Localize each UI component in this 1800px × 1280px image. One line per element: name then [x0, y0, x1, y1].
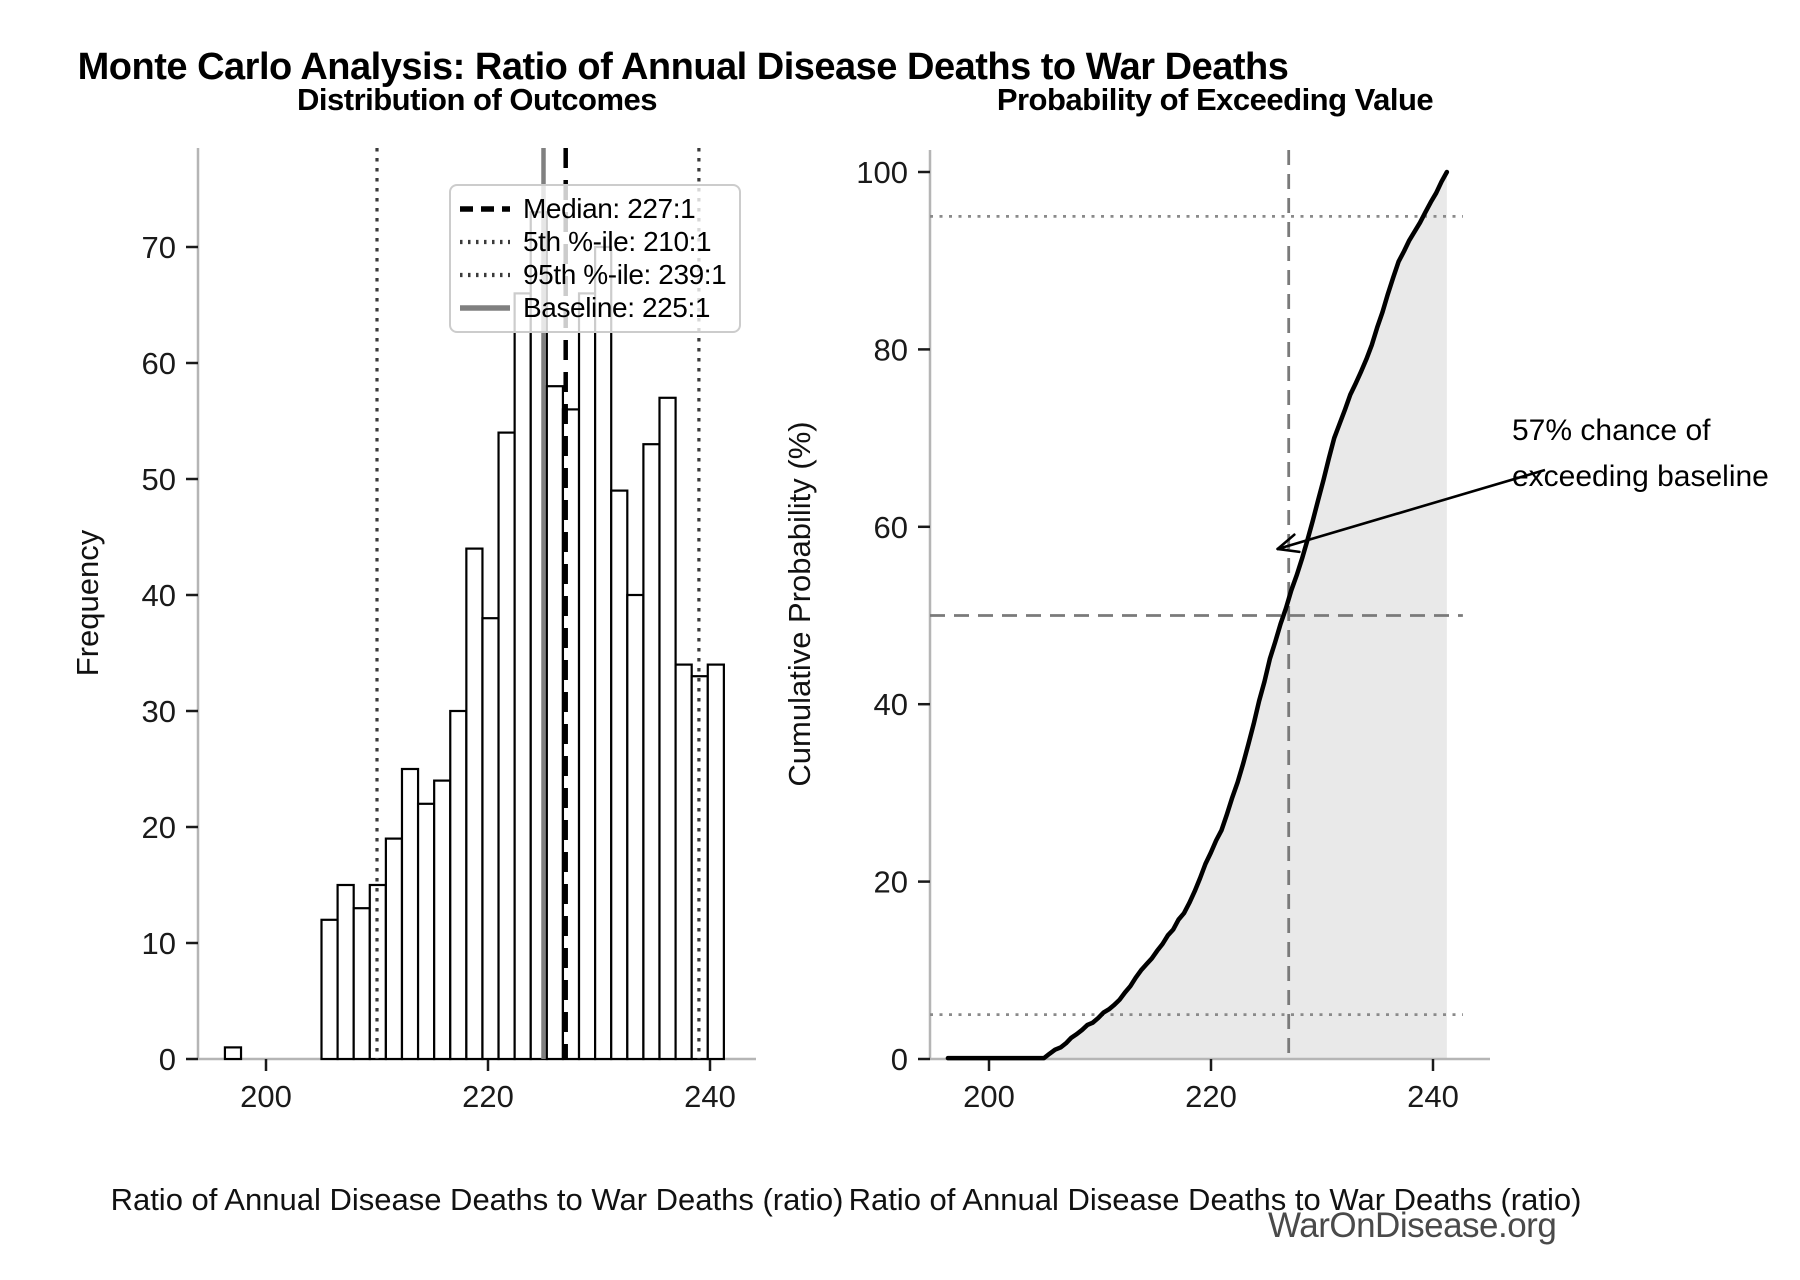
- right-x-axis-label: Ratio of Annual Disease Deaths to War De…: [848, 1182, 1582, 1217]
- histogram-bar: [481, 617, 500, 1061]
- histogram-bar: [320, 918, 339, 1061]
- histogram-x-tick-label: 220: [462, 1079, 514, 1114]
- legend-item-median: Median: 227:1: [459, 192, 731, 225]
- solid-line-sample-icon: [460, 305, 510, 312]
- histogram-y-tick-label: 10: [142, 926, 176, 961]
- histogram-bar: [545, 385, 565, 1061]
- histogram-bar: [658, 396, 677, 1061]
- annotation-arrowhead-icon: [1276, 547, 1301, 554]
- annotation-line-2: exceeding baseline: [1512, 460, 1769, 493]
- histogram-bar: [594, 245, 613, 1061]
- cdf-shaded-area: [947, 172, 1447, 1059]
- watermark: WarOnDisease.org: [1268, 1206, 1557, 1245]
- annotation-arrow: [1277, 468, 1546, 551]
- histogram-bar: [626, 593, 645, 1061]
- legend-label: 5th %-ile: 210:1: [523, 225, 712, 257]
- histogram-bar: [674, 663, 693, 1061]
- histogram-bar: [352, 907, 371, 1061]
- histogram-bar: [706, 663, 725, 1061]
- figure-title: Monte Carlo Analysis: Ratio of Annual Di…: [77, 46, 1289, 88]
- histogram-bar: [642, 443, 661, 1061]
- histogram-bar: [433, 779, 452, 1061]
- annotation-line-1: 57% chance of: [1512, 414, 1711, 447]
- dotted-line-sample-icon: [460, 239, 510, 244]
- histogram-bar: [513, 292, 532, 1061]
- legend-item-5th-percentile: 5th %-ile: 210:1: [459, 225, 731, 258]
- cdf-y-tick-label: 100: [856, 155, 908, 190]
- legend-label: Median: 227:1: [523, 192, 696, 224]
- cdf-y-tick-label: 0: [891, 1042, 908, 1077]
- histogram-x-tick-label: 200: [240, 1079, 292, 1114]
- legend-item-95th-percentile: 95th %-ile: 239:1: [459, 259, 731, 292]
- histogram-bar: [223, 1046, 243, 1061]
- annotation-57-percent: 57% chance of exceeding baseline: [1512, 408, 1769, 500]
- annotation-arrowhead-icon: [1276, 533, 1296, 551]
- median-line-sample-icon: [460, 205, 510, 212]
- dotted-line-sample-icon: [460, 273, 510, 278]
- cdf-y-tick-label: 20: [874, 865, 908, 900]
- histogram-bar: [465, 547, 484, 1061]
- left-x-axis-label: Ratio of Annual Disease Deaths to War De…: [110, 1182, 844, 1217]
- histogram-bar: [384, 837, 404, 1061]
- cdf-y-tick-label: 80: [874, 332, 908, 367]
- histogram-bar: [336, 883, 355, 1061]
- histogram-y-tick-label: 20: [142, 810, 176, 845]
- histogram-bar: [497, 431, 516, 1061]
- right-y-axis-label: Cumulative Probability (%): [782, 421, 817, 787]
- histogram-bar: [449, 709, 468, 1061]
- histogram-y-tick-label: 70: [142, 230, 176, 265]
- legend-label: 95th %-ile: 239:1: [523, 259, 727, 291]
- cdf-curve: [945, 169, 1450, 1061]
- right-plot-title: Probability of Exceeding Value: [996, 82, 1434, 117]
- histogram-x-tick-label: 240: [684, 1079, 736, 1114]
- histogram-y-tick-label: 0: [159, 1042, 176, 1077]
- cdf-y-tick-label: 60: [874, 510, 908, 545]
- histogram-y-tick-label: 60: [142, 346, 176, 381]
- left-y-axis-label: Frequency: [70, 529, 105, 677]
- histogram-bar: [690, 675, 709, 1061]
- histogram-bar: [610, 489, 629, 1061]
- histogram-bar: [416, 802, 436, 1061]
- cdf-x-tick-label: 240: [1407, 1079, 1459, 1114]
- histogram-y-tick-label: 50: [142, 462, 176, 497]
- histogram-bar: [400, 767, 420, 1061]
- legend-label: Baseline: 225:1: [523, 292, 711, 324]
- cdf-x-tick-label: 220: [1185, 1079, 1237, 1114]
- histogram-bar: [577, 292, 597, 1061]
- legend-item-baseline: Baseline: 225:1: [459, 292, 731, 325]
- cdf-y-tick-label: 40: [874, 687, 908, 722]
- left-plot-title: Distribution of Outcomes: [297, 82, 658, 117]
- histogram-y-tick-label: 40: [142, 578, 176, 613]
- legend: Median: 227:1 5th %-ile: 210:1 95th %-il…: [449, 184, 741, 333]
- cdf-x-tick-label: 200: [963, 1079, 1015, 1114]
- histogram-y-tick-label: 30: [142, 694, 176, 729]
